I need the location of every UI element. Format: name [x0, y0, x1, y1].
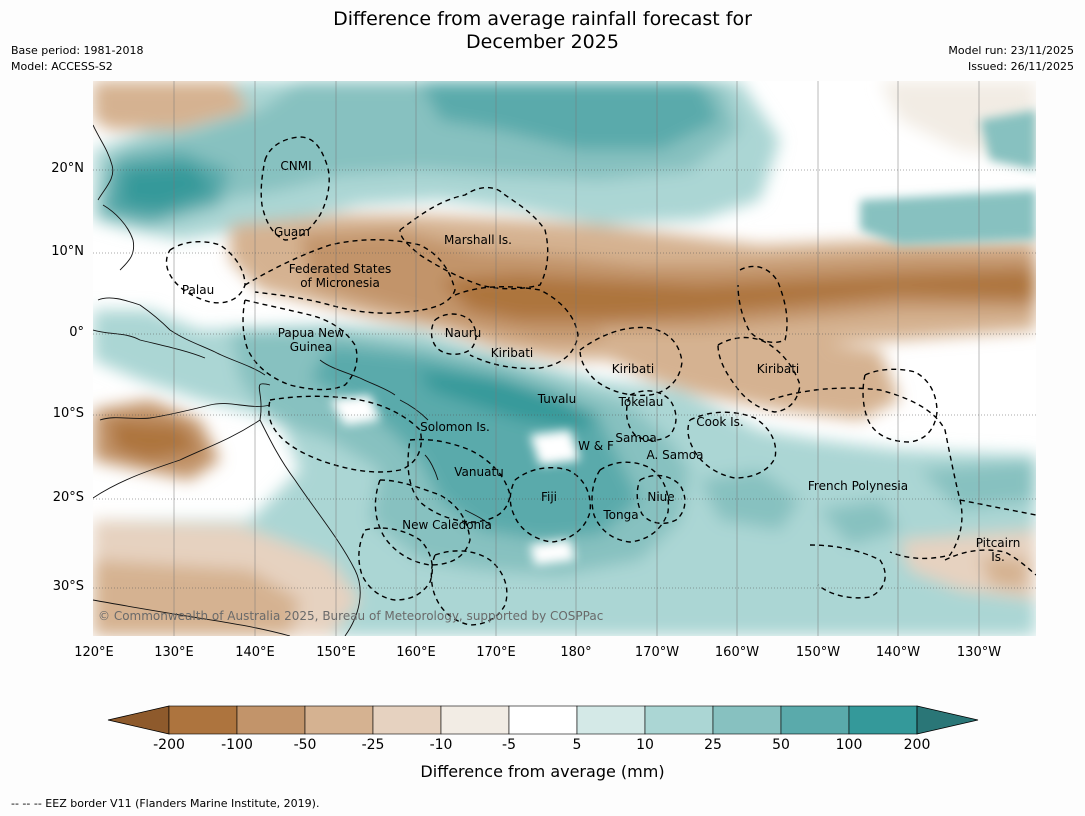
colorbar-tick: -10 — [429, 737, 453, 753]
lat-label-10n: 10°N — [51, 244, 84, 259]
colorbar-segment — [712, 705, 782, 735]
region-pitcairn-line1: Pitcairn — [975, 536, 1021, 550]
colorbar-tick: -5 — [502, 737, 516, 753]
region-tuvalu: Tuvalu — [537, 392, 577, 406]
region-palau: Palau — [181, 283, 215, 297]
region-cnmi: CNMI — [280, 159, 312, 173]
region-png-line1: Papua New — [277, 326, 345, 340]
colorbar-tick: 10 — [636, 737, 654, 753]
region-fiji: Fiji — [540, 490, 558, 504]
colorbar-segment — [236, 705, 306, 735]
lon-label-170e: 170°E — [476, 645, 516, 660]
colorbar-segment — [508, 705, 578, 735]
region-pitcairn: Pitcairn Is. — [976, 536, 1021, 564]
region-tonga: Tonga — [603, 508, 639, 522]
colorbar-tick: -50 — [293, 737, 317, 753]
region-pitcairn-line2: Is. — [991, 550, 1005, 564]
lon-label-140w: 140°W — [875, 645, 921, 660]
footnote-eez: -- -- -- EEZ border V11 (Flanders Marine… — [11, 797, 320, 810]
colorbar-segment — [372, 705, 442, 735]
region-american-samoa: A. Samoa — [646, 448, 704, 462]
region-solomon-islands: Solomon Is. — [420, 420, 490, 434]
colorbar-tick: -200 — [153, 737, 185, 753]
issued-date: Issued: 26/11/2025 — [967, 60, 1074, 73]
region-png-line2: Guinea — [289, 340, 333, 354]
lon-label-180: 180° — [560, 645, 592, 660]
lat-label-30s: 30°S — [52, 579, 84, 594]
title-line-1: Difference from average rainfall forecas… — [333, 8, 752, 30]
lat-label-10s: 10°S — [52, 406, 84, 421]
lon-label-120e: 120°E — [74, 645, 114, 660]
region-new-caledonia: New Caledonia — [402, 518, 492, 532]
colorbar-label: Difference from average (mm) — [420, 762, 665, 781]
region-micronesia: Federated States of Micronesia — [289, 262, 391, 290]
region-tokelau: Tokelau — [618, 395, 664, 409]
region-cook-islands: Cook Is. — [696, 415, 744, 429]
region-kiribati-east: Kiribati — [756, 362, 800, 376]
region-kiribati-central: Kiribati — [611, 362, 655, 376]
colorbar-segment — [644, 705, 714, 735]
region-micronesia-line2: of Micronesia — [300, 276, 380, 290]
lon-label-160w: 160°W — [714, 645, 760, 660]
colorbar-segment — [440, 705, 510, 735]
colorbar-extend-low — [107, 705, 170, 735]
colorbar-tick: -25 — [361, 737, 385, 753]
colorbar-extend-high — [916, 705, 979, 735]
meta-right: Model run: 23/11/2025 Issued: 26/11/2025 — [948, 43, 1074, 75]
lon-label-150e: 150°E — [316, 645, 356, 660]
region-samoa: Samoa — [615, 431, 657, 445]
title-line-2: December 2025 — [466, 31, 619, 53]
colorbar-segment — [780, 705, 850, 735]
lon-label-130e: 130°E — [154, 645, 194, 660]
region-french-polynesia: French Polynesia — [807, 479, 909, 493]
model-name: Model: ACCESS-S2 — [11, 60, 113, 73]
lon-label-150w: 150°W — [795, 645, 841, 660]
colorbar-tick: 50 — [772, 737, 790, 753]
meta-left: Base period: 1981-2018 Model: ACCESS-S2 — [11, 43, 143, 75]
colorbar-tick: 5 — [572, 737, 582, 753]
lon-label-140e: 140°E — [235, 645, 275, 660]
colorbar-segment — [168, 705, 238, 735]
colorbar-segment — [576, 705, 646, 735]
colorbar-tick: 200 — [903, 737, 931, 753]
lat-label-20s: 20°S — [52, 490, 84, 505]
lat-label-20n: 20°N — [51, 161, 84, 176]
anomaly-field — [93, 81, 1036, 636]
lat-label-0: 0° — [69, 325, 84, 340]
copyright-notice: © Commonwealth of Australia 2025, Bureau… — [98, 609, 604, 623]
region-guam: Guam — [274, 225, 310, 239]
chart-title: Difference from average rainfall forecas… — [0, 8, 1085, 54]
colorbar-tick: 25 — [704, 737, 722, 753]
colorbar-tick: -100 — [221, 737, 253, 753]
colorbar-segment — [848, 705, 918, 735]
region-marshall-islands: Marshall Is. — [444, 233, 512, 247]
lon-label-130w: 130°W — [956, 645, 1002, 660]
colorbar — [107, 705, 979, 735]
region-wallis-futuna: W & F — [578, 439, 614, 453]
lon-label-170w: 170°W — [634, 645, 680, 660]
colorbar-tick: 100 — [835, 737, 863, 753]
colorbar-segment — [304, 705, 374, 735]
base-period: Base period: 1981-2018 — [11, 44, 144, 57]
region-papua-new-guinea: Papua New Guinea — [278, 326, 345, 354]
model-run: Model run: 23/11/2025 — [948, 44, 1074, 57]
region-niue: Niue — [647, 490, 675, 504]
region-nauru: Nauru — [444, 326, 482, 340]
lon-label-160e: 160°E — [396, 645, 436, 660]
region-micronesia-line1: Federated States — [288, 262, 392, 276]
region-kiribati-west: Kiribati — [490, 346, 534, 360]
region-vanuatu: Vanuatu — [454, 465, 504, 479]
